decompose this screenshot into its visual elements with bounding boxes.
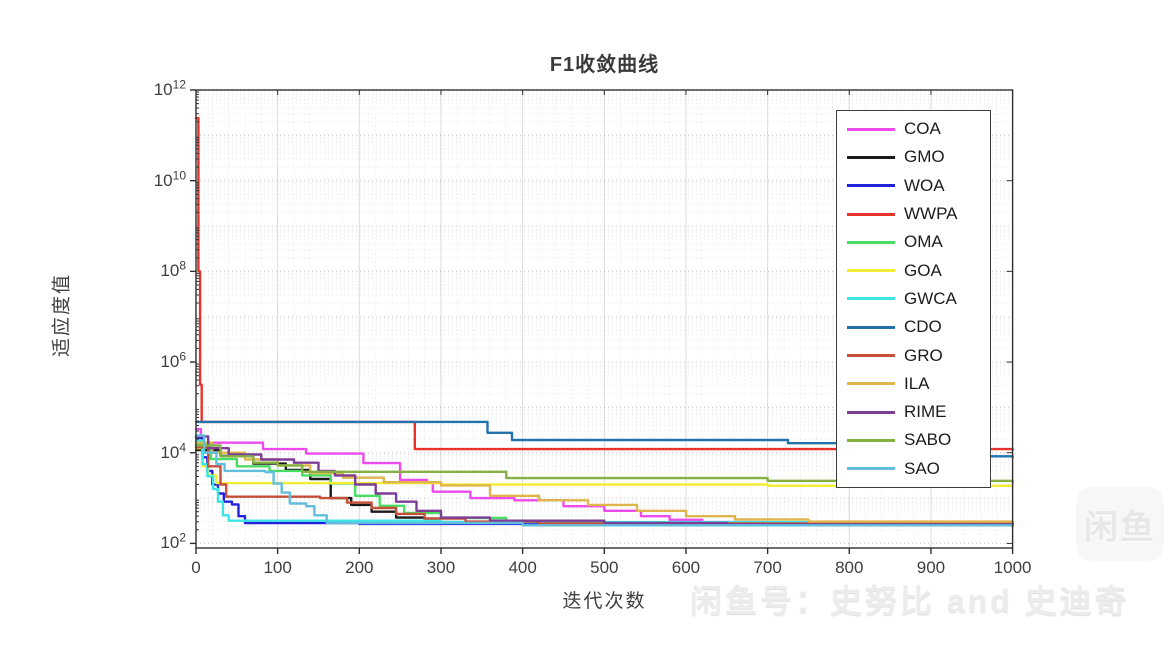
legend-item-coa: COA	[837, 116, 990, 143]
x-tick-label-900: 900	[916, 558, 946, 577]
legend-item-goa: GOA	[837, 257, 990, 284]
x-tick-label-300: 300	[426, 558, 456, 577]
legend-label-rime: RIME	[904, 402, 947, 422]
x-tick-label-200: 200	[345, 558, 374, 577]
legend-swatch-coa	[847, 127, 895, 131]
legend-swatch-oma	[847, 240, 895, 244]
legend-label-ila: ILA	[904, 373, 930, 393]
chart-title: F1收敛曲线	[549, 54, 660, 76]
legend-swatch-gmo	[847, 155, 895, 159]
legend-swatch-goa	[847, 269, 895, 273]
legend-swatch-ila	[847, 382, 895, 386]
legend-label-gmo: GMO	[904, 147, 945, 167]
legend-swatch-wwpa	[847, 212, 895, 216]
legend-item-oma: OMA	[837, 229, 990, 256]
x-tick-label-800: 800	[835, 558, 864, 577]
series-lines	[194, 116, 1014, 528]
legend-label-woa: WOA	[904, 175, 945, 195]
legend-swatch-sabo	[847, 438, 895, 442]
legend-item-gro: GRO	[837, 342, 990, 369]
x-tick-label-0: 0	[191, 558, 201, 577]
y-tick-label-1e12: 1012	[153, 77, 186, 100]
series-line-rime	[194, 435, 1014, 526]
axes	[190, 89, 1014, 554]
series-line-goa	[194, 447, 1014, 488]
legend-item-sabo: SABO	[837, 427, 990, 454]
legend-label-goa: GOA	[904, 260, 942, 280]
legend-item-gwca: GWCA	[837, 285, 990, 312]
y-tick-label-1e4: 104	[160, 440, 186, 462]
legend-swatch-gwca	[847, 297, 895, 301]
series-line-sao	[194, 434, 1014, 528]
legend-item-woa: WOA	[837, 172, 990, 199]
x-tick-label-1000: 1000	[993, 558, 1032, 577]
x-axis-label: 迭代次数	[562, 591, 647, 612]
x-tick-label-400: 400	[508, 558, 537, 577]
legend-item-gmo: GMO	[837, 144, 990, 171]
series-line-coa	[194, 427, 1014, 525]
legend-label-cdo: CDO	[904, 317, 942, 337]
legend-label-gro: GRO	[904, 345, 943, 365]
legend-swatch-cdo	[847, 325, 895, 329]
legend-item-ila: ILA	[837, 370, 990, 397]
y-tick-label-1e6: 106	[160, 349, 186, 372]
legend-swatch-gro	[847, 354, 895, 358]
x-tick-label-600: 600	[671, 558, 701, 577]
legend-label-sao: SAO	[904, 458, 940, 478]
series-line-wwpa	[194, 116, 1014, 452]
legend-item-sao: SAO	[837, 455, 990, 482]
y-tick-label-1e8: 108	[160, 258, 186, 281]
x-tick-label-500: 500	[590, 558, 619, 577]
legend-swatch-woa	[847, 184, 895, 188]
series-line-gwca	[194, 439, 1014, 524]
xianyu-watermark-footer: 闲鱼号：史努比 and 史迪奇	[690, 583, 1130, 619]
legend-item-cdo: CDO	[837, 314, 990, 341]
legend-item-wwpa: WWPA	[837, 201, 990, 228]
legend: COA GMO WOA WWPA OMA GOA GWCA CDO GRO ILA RIME SABO…	[836, 110, 991, 488]
legend-item-rime: RIME	[837, 399, 990, 426]
legend-label-sabo: SABO	[904, 430, 952, 450]
legend-swatch-rime	[847, 410, 895, 414]
legend-label-gwca: GWCA	[904, 288, 957, 308]
y-axis-label-text: 适应度值	[51, 272, 73, 358]
y-tick-label-1e10: 1010	[153, 168, 186, 190]
x-tick-label-100: 100	[263, 558, 292, 577]
series-line-sabo	[194, 444, 1014, 484]
y-tick-label-1e2: 102	[160, 530, 186, 553]
legend-label-oma: OMA	[904, 232, 943, 252]
xianyu-watermark-badge: 闲鱼	[1076, 487, 1164, 561]
legend-swatch-sao	[847, 467, 895, 471]
legend-label-wwpa: WWPA	[904, 204, 958, 224]
legend-label-coa: COA	[904, 119, 941, 139]
x-tick-label-700: 700	[753, 558, 782, 577]
